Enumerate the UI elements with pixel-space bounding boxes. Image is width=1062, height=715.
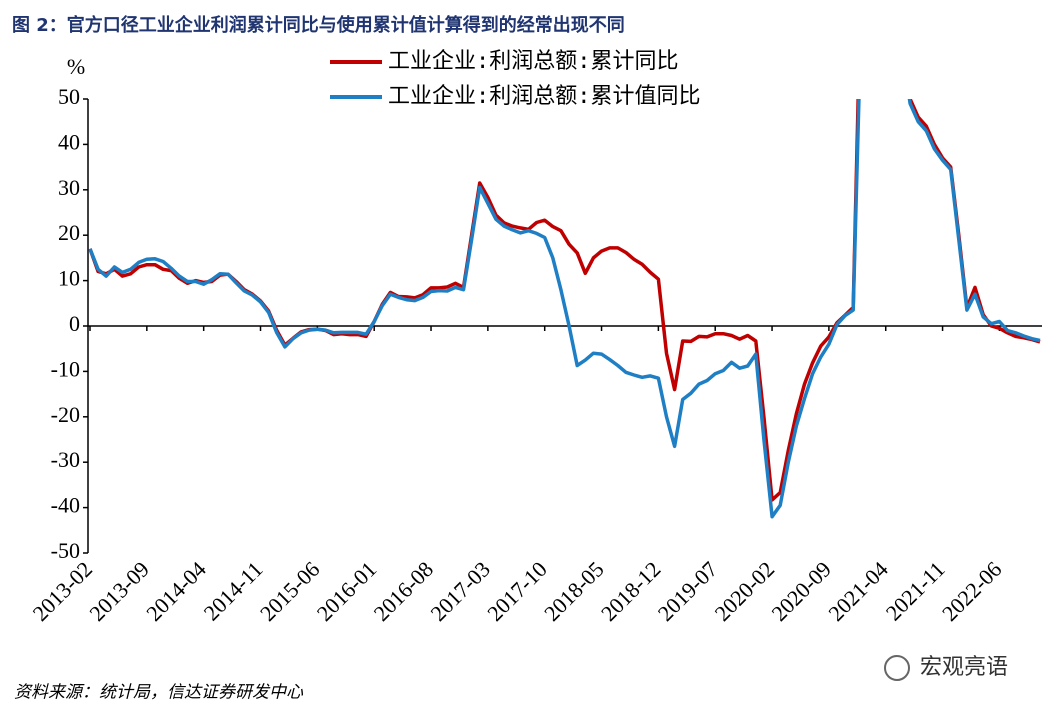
x-tick-label: 2021-11: [881, 556, 950, 625]
x-tick-label: 2016-01: [312, 556, 382, 626]
source-note: 资料来源：统计局，信达证券研发中心: [14, 683, 304, 703]
watermark-icon: [884, 655, 910, 681]
y-tick-label: -10: [51, 356, 80, 381]
x-tick-label: 2015-06: [255, 556, 325, 626]
x-tick-label: 2013-09: [84, 556, 154, 626]
legend-label: 工业企业:利润总额:累计同比: [388, 49, 679, 74]
x-tick-label: 2016-08: [369, 556, 439, 626]
y-tick-label: -40: [51, 493, 80, 518]
x-tick-label: 2014-11: [199, 556, 268, 625]
x-tick-label: 2014-04: [141, 556, 211, 626]
x-tick-label: 2022-06: [937, 556, 1007, 626]
y-tick-label: -20: [51, 402, 80, 427]
x-tick-label: 2019-07: [653, 556, 723, 626]
chart-title: 图 2：官方口径工业企业利润累计同比与使用累计值计算得到的经常出现不同: [12, 14, 625, 36]
plot-area: [88, 99, 1041, 519]
y-tick-label: 40: [58, 129, 80, 154]
y-axis-label: %: [67, 54, 85, 79]
x-tick-label: 2021-04: [823, 556, 893, 626]
plot-area: [88, 99, 1041, 502]
x-tick-label: 2017-10: [482, 556, 552, 626]
x-tick-label: 2017-03: [425, 556, 495, 626]
y-tick-label: 10: [58, 266, 80, 291]
x-tick-label: 2018-05: [539, 556, 609, 626]
y-tick-label: 30: [58, 175, 80, 200]
x-tick-label: 2020-02: [710, 556, 780, 626]
legend-label: 工业企业:利润总额:累计值同比: [388, 84, 701, 109]
y-tick-label: -30: [51, 447, 80, 472]
y-tick-label: 50: [58, 84, 80, 109]
x-tick-label: 2020-09: [766, 556, 836, 626]
y-tick-label: 20: [58, 220, 80, 245]
y-tick-label: -50: [51, 538, 80, 563]
x-tick-label: 2013-02: [28, 556, 98, 626]
x-tick-label: 2018-12: [596, 556, 666, 626]
series-line: [88, 99, 1041, 502]
watermark: 宏观亮语: [920, 655, 1008, 680]
series-line: [88, 99, 1041, 519]
y-tick-label: 0: [69, 311, 80, 336]
